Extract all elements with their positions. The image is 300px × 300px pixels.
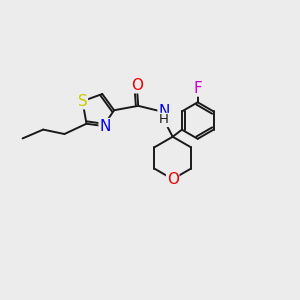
Text: O: O: [167, 172, 179, 187]
Text: F: F: [193, 81, 202, 96]
Text: N: N: [158, 104, 169, 119]
Text: H: H: [159, 113, 169, 127]
Text: O: O: [131, 78, 143, 93]
Text: N: N: [99, 118, 111, 134]
Text: S: S: [78, 94, 87, 109]
